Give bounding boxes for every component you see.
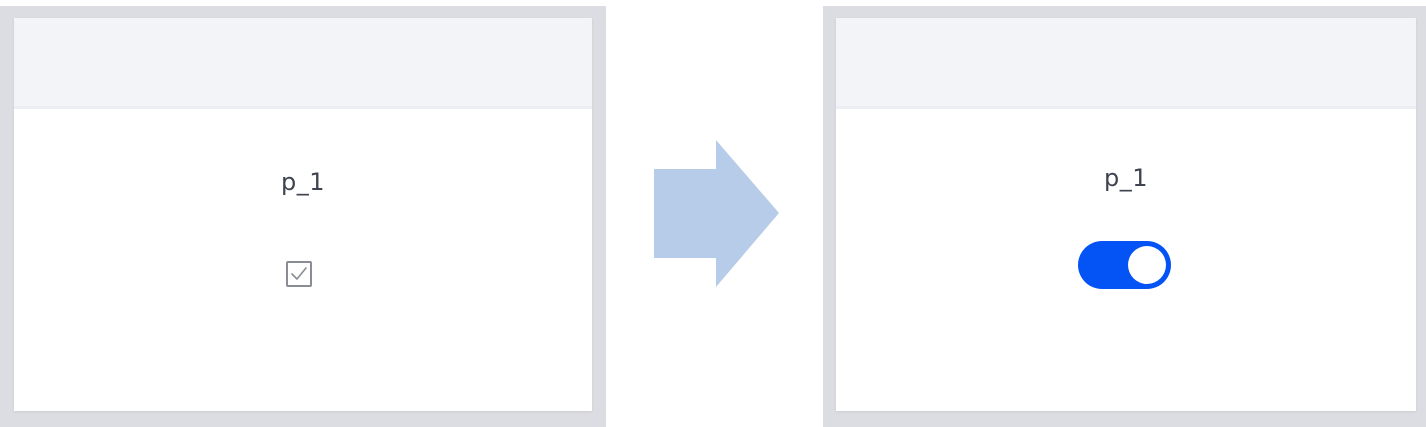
card-header [836,18,1416,109]
parameter-label: p_1 [280,168,325,196]
toggle-knob [1128,246,1166,284]
parameter-checkbox[interactable] [286,261,312,287]
checkmark-icon [291,267,307,280]
parameter-card-before: p_1 [14,18,592,411]
parameter-toggle-switch[interactable] [1078,241,1171,289]
parameter-label: p_1 [1103,164,1148,192]
before-panel: p_1 [0,6,606,427]
parameter-card-after: p_1 [836,18,1416,411]
right-arrow-icon [654,140,779,287]
card-header [14,18,592,109]
after-panel: p_1 [823,6,1426,427]
